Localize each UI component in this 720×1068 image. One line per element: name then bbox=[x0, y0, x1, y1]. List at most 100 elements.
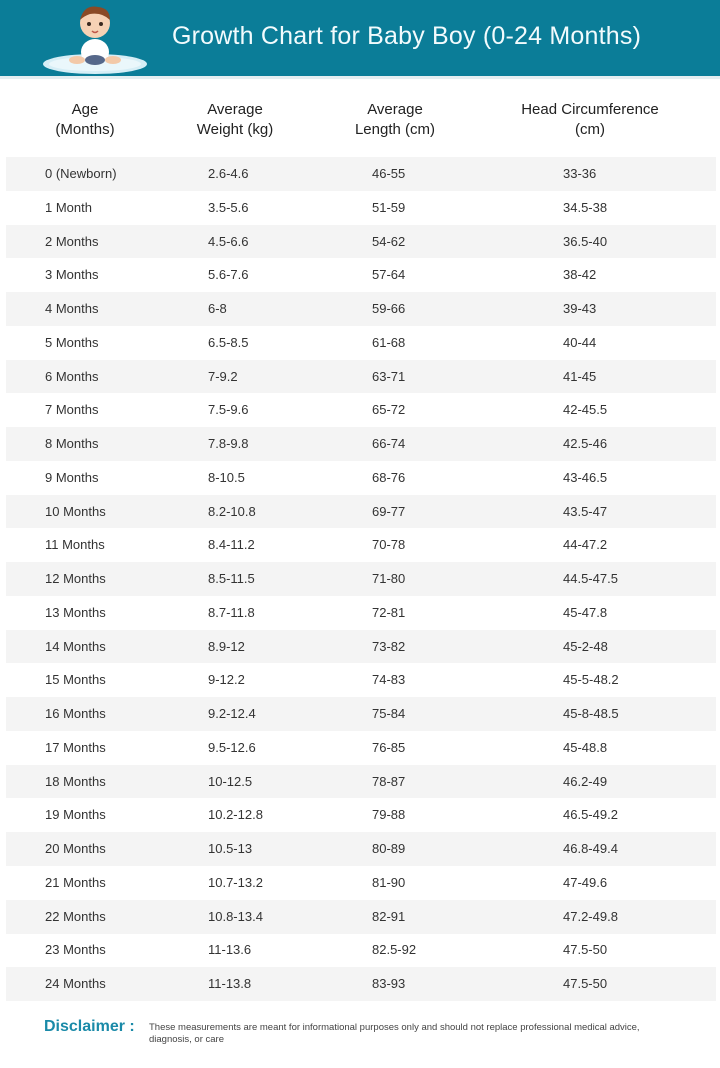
header-line: (cm) bbox=[575, 121, 605, 138]
table-row: 12 Months 8.5-11.5 71-80 44.5-47.5 bbox=[6, 562, 716, 596]
weight-cell: 10.5-13 bbox=[208, 841, 253, 857]
length-cell: 82.5-92 bbox=[372, 942, 417, 958]
table-row: 22 Months 10.8-13.4 82-91 47.2-49.8 bbox=[6, 899, 716, 934]
table-row: 20 Months 10.5-13 80-89 46.8-49.4 bbox=[6, 832, 716, 866]
table-row: 14 Months 8.9-12 73-82 45-2-48 bbox=[6, 629, 716, 664]
table-row: 18 Months 10-12.5 78-87 46.2-49 bbox=[6, 764, 716, 799]
weight-cell: 9-12.2 bbox=[208, 672, 245, 688]
length-cell: 54-62 bbox=[372, 233, 406, 249]
page-title: Growth Chart for Baby Boy (0-24 Months) bbox=[172, 22, 642, 50]
column-header-age: Age (Months) bbox=[35, 100, 135, 140]
table-row: 7 Months 7.5-9.6 65-72 42-45.5 bbox=[6, 393, 716, 427]
age-cell: 1 Month bbox=[45, 199, 92, 215]
head-circumference-cell: 47-49.6 bbox=[563, 874, 608, 890]
table-row: 1 Month 3.5-5.6 51-59 34.5-38 bbox=[6, 191, 716, 225]
table-row: 0 (Newborn) 2.6-4.6 46-55 33-36 bbox=[6, 157, 716, 191]
length-cell: 74-83 bbox=[372, 672, 406, 688]
table-row: 21 Months 10.7-13.2 81-90 47-49.6 bbox=[6, 866, 716, 900]
weight-cell: 11-13.8 bbox=[208, 976, 252, 992]
weight-cell: 8.2-10.8 bbox=[208, 503, 256, 519]
age-cell: 13 Months bbox=[45, 604, 106, 620]
weight-cell: 6-8 bbox=[208, 301, 227, 317]
age-cell: 12 Months bbox=[45, 571, 106, 587]
baby-illustration bbox=[43, 6, 147, 74]
table-row: 19 Months 10.2-12.8 79-88 46.5-49.2 bbox=[6, 798, 716, 832]
header-line: Average bbox=[207, 101, 263, 118]
table-row: 16 Months 9.2-12.4 75-84 45-8-48.5 bbox=[6, 697, 716, 731]
table-row: 10 Months 8.2-10.8 69-77 43.5-47 bbox=[6, 494, 716, 529]
length-cell: 46-55 bbox=[372, 166, 406, 181]
weight-cell: 10.2-12.8 bbox=[208, 807, 263, 823]
head-circumference-cell: 45-48.8 bbox=[563, 739, 608, 755]
head-circumference-cell: 36.5-40 bbox=[563, 233, 608, 249]
weight-cell: 8.5-11.5 bbox=[208, 571, 255, 587]
weight-cell: 7-9.2 bbox=[208, 368, 238, 384]
disclaimer-text: These measurements are meant for informa… bbox=[149, 1022, 640, 1045]
table-row: 3 Months 5.6-7.6 57-64 38-42 bbox=[6, 258, 716, 292]
header-banner: Growth Chart for Baby Boy (0-24 Months) bbox=[0, 0, 720, 76]
weight-cell: 2.6-4.6 bbox=[208, 166, 249, 181]
length-cell: 51-59 bbox=[372, 199, 406, 215]
weight-cell: 9.2-12.4 bbox=[208, 706, 256, 722]
head-circumference-cell: 34.5-38 bbox=[563, 199, 608, 215]
length-cell: 66-74 bbox=[372, 436, 406, 452]
table-row: 9 Months 8-10.5 68-76 43-46.5 bbox=[6, 461, 716, 495]
header-line: (Months) bbox=[55, 121, 115, 138]
head-circumference-cell: 40-44 bbox=[563, 334, 597, 350]
head-circumference-cell: 46.8-49.4 bbox=[563, 841, 618, 857]
weight-cell: 10.7-13.2 bbox=[208, 874, 263, 890]
head-circumference-cell: 47.2-49.8 bbox=[563, 908, 618, 924]
table-row: 8 Months 7.8-9.8 66-74 42.5-46 bbox=[6, 427, 716, 461]
age-cell: 4 Months bbox=[45, 301, 99, 317]
length-cell: 68-76 bbox=[372, 469, 406, 485]
age-cell: 21 Months bbox=[45, 874, 106, 890]
table-row: 15 Months 9-12.2 74-83 45-5-48.2 bbox=[6, 663, 716, 697]
head-circumference-cell: 38-42 bbox=[563, 267, 597, 283]
header-line: Length (cm) bbox=[354, 121, 436, 138]
age-cell: 6 Months bbox=[45, 368, 99, 384]
table-row: 17 Months 9.5-12.6 76-85 45-48.8 bbox=[6, 731, 716, 765]
age-cell: 22 Months bbox=[45, 908, 106, 924]
column-header-weight: Average Weight (kg) bbox=[180, 100, 290, 140]
head-circumference-cell: 43.5-47 bbox=[563, 503, 608, 519]
head-circumference-cell: 47.5-50 bbox=[563, 976, 608, 992]
age-cell: 9 Months bbox=[45, 469, 99, 485]
length-cell: 73-82 bbox=[372, 638, 406, 654]
length-cell: 81-90 bbox=[372, 874, 406, 890]
weight-cell: 10.8-13.4 bbox=[208, 908, 263, 924]
head-circumference-cell: 45-47.8 bbox=[563, 604, 608, 620]
weight-cell: 3.5-5.6 bbox=[208, 199, 249, 215]
table-row: 11 Months 8.4-11.2 70-78 44-47.2 bbox=[6, 528, 716, 562]
column-header-head-circumference: Head Circumference (cm) bbox=[500, 100, 680, 140]
weight-cell: 9.5-12.6 bbox=[208, 739, 256, 755]
weight-cell: 6.5-8.5 bbox=[208, 334, 249, 350]
head-circumference-cell: 45-2-48 bbox=[563, 638, 608, 654]
length-cell: 82-91 bbox=[372, 908, 406, 924]
head-circumference-cell: 44-47.2 bbox=[563, 537, 608, 553]
length-cell: 75-84 bbox=[372, 706, 406, 722]
weight-cell: 8.7-11.8 bbox=[208, 604, 255, 620]
length-cell: 61-68 bbox=[372, 334, 406, 350]
header-line: Average bbox=[367, 101, 423, 118]
length-cell: 70-78 bbox=[372, 537, 406, 553]
length-cell: 71-80 bbox=[372, 571, 406, 587]
weight-cell: 8-10.5 bbox=[208, 469, 245, 485]
head-circumference-cell: 45-8-48.5 bbox=[563, 706, 619, 722]
length-cell: 78-87 bbox=[372, 773, 406, 789]
table-row: 13 Months 8.7-11.8 72-81 45-47.8 bbox=[6, 596, 716, 630]
age-cell: 15 Months bbox=[45, 672, 106, 688]
head-circumference-cell: 33-36 bbox=[563, 166, 597, 181]
length-cell: 76-85 bbox=[372, 739, 406, 755]
header-line: Age bbox=[71, 101, 99, 118]
age-cell: 24 Months bbox=[45, 976, 106, 992]
weight-cell: 7.5-9.6 bbox=[208, 402, 249, 418]
weight-cell: 11-13.6 bbox=[208, 942, 252, 958]
divider bbox=[0, 76, 720, 79]
age-cell: 17 Months bbox=[45, 739, 106, 755]
length-cell: 65-72 bbox=[372, 402, 406, 418]
weight-cell: 4.5-6.6 bbox=[208, 233, 249, 249]
age-cell: 10 Months bbox=[45, 503, 106, 519]
weight-cell: 8.4-11.2 bbox=[208, 537, 255, 553]
age-cell: 3 Months bbox=[45, 267, 99, 283]
head-circumference-cell: 41-45 bbox=[563, 368, 597, 384]
